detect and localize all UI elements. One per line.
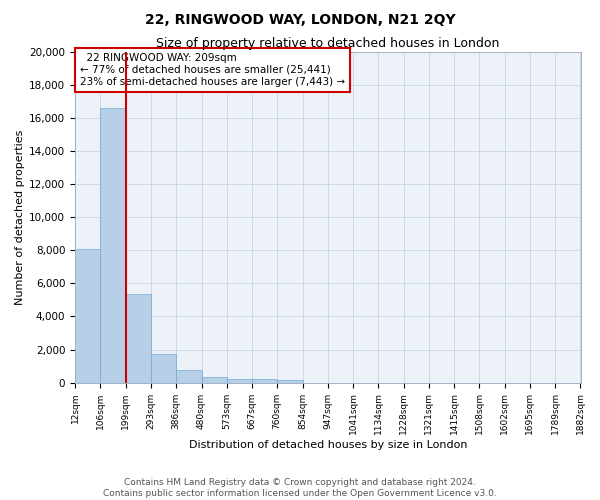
Bar	[100, 108, 125, 382]
Text: 22 RINGWOOD WAY: 209sqm
← 77% of detached houses are smaller (25,441)
23% of sem: 22 RINGWOOD WAY: 209sqm ← 77% of detache…	[80, 54, 345, 86]
Bar	[176, 370, 202, 382]
Bar	[202, 378, 227, 382]
X-axis label: Distribution of detached houses by size in London: Distribution of detached houses by size …	[188, 440, 467, 450]
Bar	[227, 379, 252, 382]
Y-axis label: Number of detached properties: Number of detached properties	[15, 130, 25, 305]
Bar	[125, 294, 151, 382]
Bar	[151, 354, 176, 382]
Bar	[75, 250, 100, 382]
Text: 22, RINGWOOD WAY, LONDON, N21 2QY: 22, RINGWOOD WAY, LONDON, N21 2QY	[145, 12, 455, 26]
Bar	[277, 380, 302, 382]
Title: Size of property relative to detached houses in London: Size of property relative to detached ho…	[156, 38, 499, 51]
Text: Contains HM Land Registry data © Crown copyright and database right 2024.
Contai: Contains HM Land Registry data © Crown c…	[103, 478, 497, 498]
Bar	[252, 380, 277, 382]
